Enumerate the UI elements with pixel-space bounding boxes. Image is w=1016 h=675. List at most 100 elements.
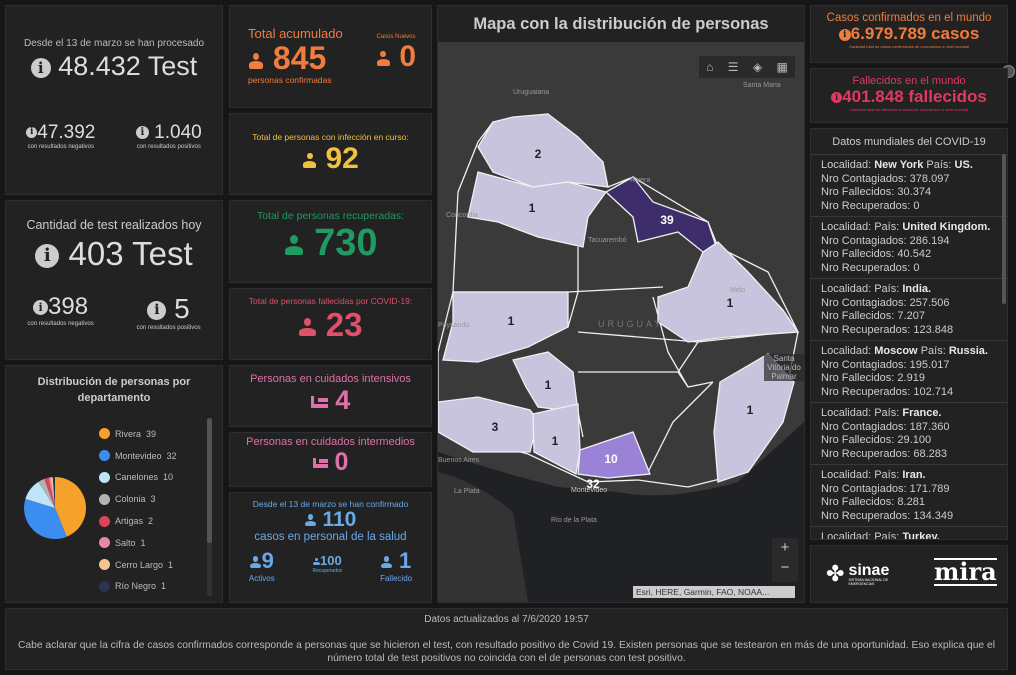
map-region-artigas	[477, 113, 609, 188]
sinae-subtitle: SISTEMA NACIONAL DE EMERGENCIAS	[848, 577, 889, 586]
list-item[interactable]: Localidad: País: India. Nro Contagiados: …	[811, 279, 1007, 341]
list-scrollbar[interactable]	[1002, 154, 1006, 304]
confirmed-title: Total acumulado	[248, 26, 343, 41]
list-item[interactable]: Localidad: País: Iran. Nro Contagiados: 1…	[811, 465, 1007, 527]
deaths-label: Nro Fallecidos:	[821, 310, 895, 322]
count-cerro-largo: 1	[727, 296, 734, 310]
map-title: Mapa con la distribución de personas	[473, 15, 769, 33]
legend-item[interactable]: Montevideo 32	[99, 445, 177, 467]
place-label: Santa Vitória do Palmar	[764, 354, 804, 381]
today-positive-label: con resultados positivos	[136, 325, 201, 331]
pie-slice-montevideo[interactable]	[24, 498, 67, 539]
pie-slice-cerro-largo[interactable]	[50, 477, 55, 508]
map-region-san-jose	[532, 403, 581, 475]
loc-label: Localidad:	[821, 407, 872, 419]
pie-slice-artigas[interactable]	[44, 477, 55, 508]
sinae-name: sinae	[848, 561, 890, 579]
country-label: País:	[926, 159, 952, 171]
legend-value: 3	[150, 494, 156, 505]
country-value: Turkey.	[902, 531, 940, 540]
count-soriano: 1	[545, 378, 552, 392]
place-label: La Plata	[454, 488, 480, 495]
today-title: Cantidad de test realizados hoy	[26, 218, 202, 232]
health-dead: 1	[399, 548, 412, 573]
place-label: URUGUAY	[598, 319, 663, 329]
map-region-cerro-largo	[657, 241, 800, 343]
count-montevideo: 32	[586, 477, 600, 491]
legend-swatch	[99, 559, 110, 571]
recovered-label: Nro Recuperados:	[821, 199, 911, 212]
legend-scrollbar[interactable]	[207, 418, 212, 596]
person-icon	[299, 318, 317, 337]
country-value: India.	[902, 283, 932, 295]
home-icon[interactable]: ⌂	[706, 60, 714, 74]
recovered-value: 134.349	[913, 509, 954, 522]
world-list-panel: Datos mundiales del COVID-19 Localidad: …	[810, 128, 1008, 540]
loc-value: Moscow	[874, 345, 918, 357]
zoom-out-button[interactable]: −	[780, 559, 790, 576]
map-view[interactable]: 2 1 39 1 1 1 3 1 10 32 1 Uruguaiana Sant…	[438, 42, 804, 602]
list-item[interactable]: Localidad: New York País: US. Nro Contagi…	[811, 155, 1007, 217]
legend-item[interactable]: Colonia 3	[99, 488, 177, 510]
legend-item[interactable]: Artigas 2	[99, 510, 177, 532]
list-item[interactable]: Localidad: Moscow País: Russia. Nro Conta…	[811, 341, 1007, 403]
infected-value: 257.506	[909, 296, 950, 309]
today-total: 403 Test	[68, 235, 193, 272]
legend-value: 1	[161, 581, 167, 592]
layers-icon[interactable]: ◈	[752, 60, 763, 74]
zoom-in-button[interactable]: +	[780, 539, 790, 556]
pie-slice-canelones[interactable]	[25, 481, 55, 508]
pie-slice-salto[interactable]	[48, 477, 55, 508]
recovered-label: Nro Recuperados:	[821, 385, 911, 398]
country-label: País:	[874, 221, 900, 233]
legend-swatch	[99, 493, 110, 505]
deaths-value: 8.281	[897, 496, 925, 508]
country-label: País:	[874, 531, 900, 540]
map-region-salto	[467, 171, 608, 248]
loc-label: Localidad:	[821, 345, 872, 357]
legend-item[interactable]: Rivera 39	[99, 423, 177, 445]
legend-value: 2	[148, 516, 154, 527]
infected-label: Nro Contagiados:	[821, 172, 907, 185]
legend-item[interactable]: Cerro Largo 1	[99, 554, 177, 576]
count-rivera: 39	[660, 213, 674, 227]
legend-item[interactable]: Salto 1	[99, 532, 177, 554]
person-icon	[305, 514, 317, 527]
legend-item[interactable]: Río Negro 1	[99, 576, 177, 598]
world-cases-title: Casos confirmados en el mundo	[826, 12, 992, 24]
pie-title: Distribución de personas por departament…	[37, 376, 191, 404]
pie-slice-colonia[interactable]	[38, 478, 55, 508]
list-item[interactable]: Localidad: País: Turkey.	[811, 527, 1007, 540]
legend-item[interactable]: Canelones 10	[99, 467, 177, 489]
pie-slice-rivera[interactable]	[55, 477, 86, 537]
count-artigas: 2	[535, 147, 542, 161]
pie-legend: Rivera 39 Montevideo 32 Canelones 10 Coloni…	[99, 423, 177, 597]
place-label: Buenos Aires	[438, 457, 480, 464]
legend-value: 10	[163, 472, 174, 483]
logos-panel: ✤ sinae SISTEMA NACIONAL DE EMERGENCIAS m…	[810, 545, 1008, 603]
country-value: US.	[954, 159, 973, 171]
world-list[interactable]: Localidad: New York País: US. Nro Contagi…	[811, 155, 1007, 540]
intermediate-panel: Personas en cuidados intermedios 0	[229, 432, 432, 487]
pie-slice-río-negro[interactable]	[52, 477, 55, 508]
sinae-logo: ✤ sinae SISTEMA NACIONAL DE EMERGENCIAS	[826, 561, 889, 587]
recovered-label: Nro Recuperados:	[821, 261, 911, 274]
info-icon: i	[147, 301, 167, 321]
basemap-gallery-icon[interactable]: ▦	[776, 60, 788, 74]
list-item[interactable]: Localidad: País: United Kingdom. Nro Cont…	[811, 217, 1007, 279]
count-salto: 1	[529, 201, 536, 215]
health-intro: Desde el 13 de marzo se han confirmado	[252, 499, 409, 509]
deaths-value: 40.542	[897, 248, 932, 260]
legend-value: 1	[168, 559, 174, 570]
legend-list-icon[interactable]: ☰	[727, 60, 739, 74]
health-active-label: Activos	[248, 574, 275, 583]
new-cases-value: 0	[399, 40, 416, 73]
list-item[interactable]: Localidad: País: France. Nro Contagiados:…	[811, 403, 1007, 465]
infected-label: Nro Contagiados:	[821, 234, 907, 247]
tests-negative-label: con resultados negativos	[27, 144, 94, 150]
place-label: Santa Maria	[743, 82, 781, 89]
tests-total: 48.432 Test	[58, 51, 198, 81]
health-recovered-label: Recuperados	[312, 568, 343, 574]
info-icon: i	[838, 28, 851, 41]
legend-value: 39	[146, 428, 157, 439]
